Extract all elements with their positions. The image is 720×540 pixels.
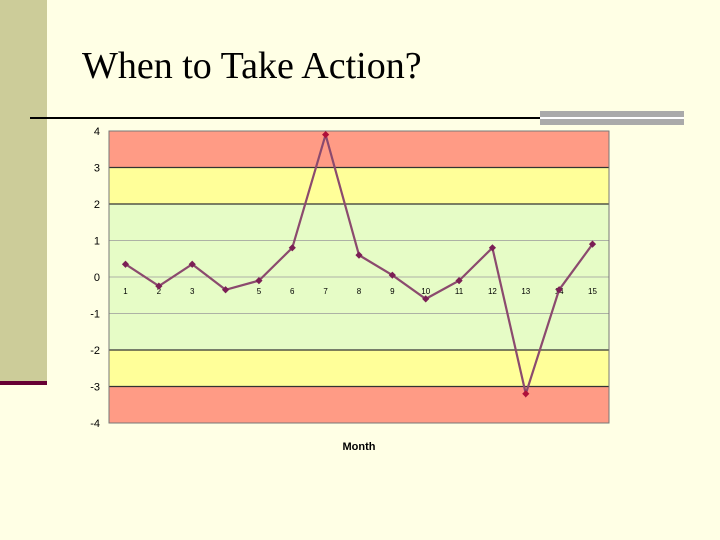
y-tick-label: -2 [90,345,100,357]
x-tick-label: 2 [157,287,162,296]
data-point-marker [155,282,163,290]
data-point-marker [488,244,497,252]
y-axis-ticks: -4 -3 -2 -1 0 1 2 3 4 [90,126,100,430]
x-tick-label: 9 [390,287,395,296]
y-tick-label: 2 [94,199,100,211]
side-accent-line [0,381,47,385]
data-point-marker [288,244,296,252]
zone-band-3 [109,350,609,387]
y-tick-label: 0 [94,272,100,284]
x-tick-label: 1 [123,287,128,296]
x-tick-label: 10 [421,287,430,296]
zone-band-4 [109,386,609,423]
chart-gridlines [108,130,610,424]
zone-band-0 [109,131,609,168]
title-underline-accent [540,111,684,125]
x-tick-label: 13 [521,287,530,296]
x-tick-label: 3 [190,287,195,296]
x-tick-label: 11 [455,287,464,296]
y-tick-label: 4 [94,126,100,138]
x-tick-label: 15 [588,287,597,296]
y-tick-label: -1 [90,309,100,321]
plot-border [108,130,610,424]
x-tick-label: 8 [357,287,362,296]
x-tick-label: 6 [290,287,295,296]
y-tick-label: -3 [90,382,100,394]
x-axis-label: Month [343,441,376,453]
data-point-marker [388,271,396,279]
x-tick-label: 12 [488,287,497,296]
y-tick-label: -4 [90,418,100,430]
x-axis-ticks: 12356789101112131415 [123,287,597,296]
zone-band-1 [109,167,609,204]
slide-title: When to Take Action? [82,45,422,87]
y-tick-label: 1 [94,236,100,248]
data-point-marker [588,240,597,248]
data-point-marker [555,286,563,294]
x-tick-label: 5 [257,287,262,296]
title-underline [30,117,540,119]
x-tick-label: 7 [323,287,328,296]
data-point-marker [522,390,530,398]
side-accent-bar [0,0,47,382]
y-tick-label: 3 [94,163,100,175]
